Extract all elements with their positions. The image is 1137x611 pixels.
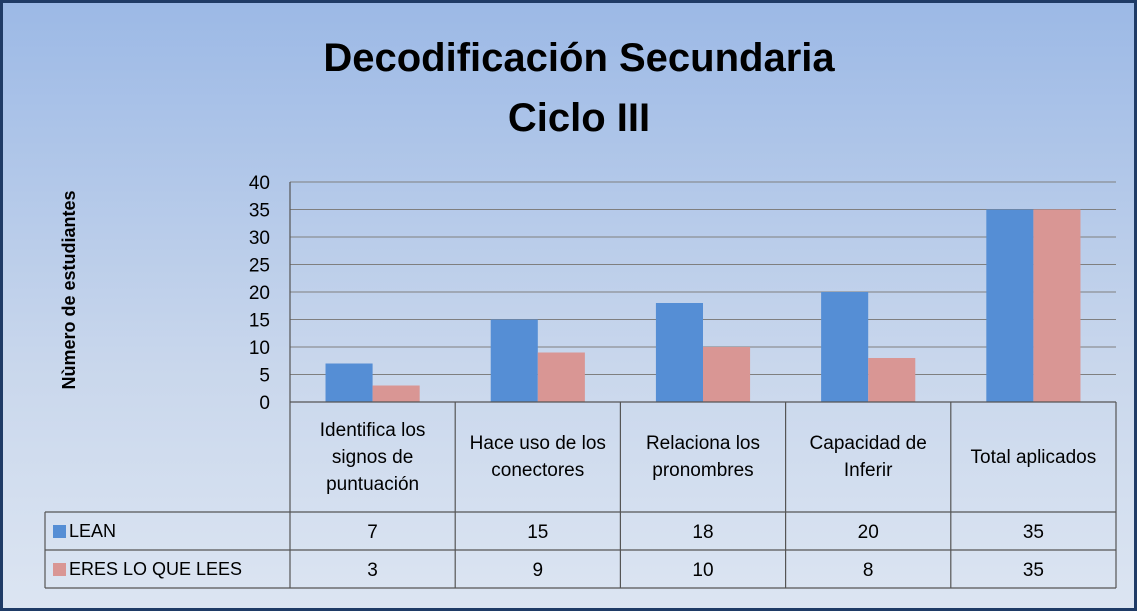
y-tick-label: 40 bbox=[249, 173, 270, 194]
bar bbox=[868, 358, 916, 402]
legend-label: LEAN bbox=[69, 521, 116, 541]
y-tick-label: 25 bbox=[249, 256, 270, 277]
x-tick-label: Identifica los signos de puntuación bbox=[319, 419, 426, 495]
x-tick-label: Capacidad de Inferir bbox=[809, 433, 927, 481]
table-value: 15 bbox=[527, 522, 548, 543]
legend-label: ERES LO QUE LEES bbox=[69, 559, 242, 579]
table-value: 20 bbox=[858, 522, 879, 543]
table-value: 3 bbox=[367, 560, 378, 581]
legend-swatch bbox=[53, 563, 66, 576]
bar bbox=[986, 209, 1034, 402]
bar bbox=[655, 303, 703, 402]
table-value: 7 bbox=[367, 522, 378, 543]
chart-svg: Decodificación Secundaria Ciclo III Nùme… bbox=[44, 36, 1117, 589]
chart-title: Ciclo III bbox=[508, 96, 650, 140]
bar bbox=[1033, 209, 1081, 402]
y-tick-label: 30 bbox=[249, 228, 270, 249]
x-tick-label: Relaciona los pronombres bbox=[645, 433, 761, 481]
table-value: 18 bbox=[692, 522, 713, 543]
bar bbox=[537, 352, 585, 402]
y-axis-label: Nùmero de estudiantes bbox=[59, 190, 79, 389]
bar bbox=[821, 292, 869, 402]
table-value: 35 bbox=[1023, 560, 1044, 581]
legend-swatch bbox=[53, 525, 66, 538]
table-value: 9 bbox=[533, 560, 544, 581]
bar bbox=[372, 385, 420, 402]
table-value: 10 bbox=[692, 560, 713, 581]
bar bbox=[703, 347, 751, 402]
x-tick-label: Total aplicados bbox=[970, 446, 1097, 468]
table-value: 35 bbox=[1023, 522, 1044, 543]
x-tick-label: Hace uso de los conectores bbox=[469, 433, 606, 481]
y-tick-label: 0 bbox=[259, 393, 270, 414]
table-value: 8 bbox=[863, 560, 874, 581]
y-tick-label: 20 bbox=[249, 283, 270, 304]
chart-title: Decodificación Secundaria bbox=[323, 36, 835, 80]
y-tick-label: 15 bbox=[249, 311, 270, 332]
bar bbox=[490, 319, 538, 402]
bar bbox=[325, 363, 373, 402]
y-tick-label: 35 bbox=[249, 201, 270, 222]
y-tick-label: 5 bbox=[259, 366, 270, 387]
y-tick-label: 10 bbox=[249, 338, 270, 359]
